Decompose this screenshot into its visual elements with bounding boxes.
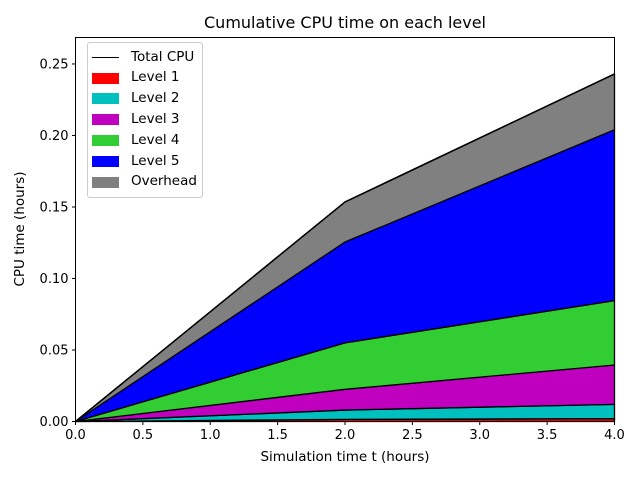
y-tick-label: 0.15: [40, 200, 69, 215]
legend-swatch-level-3: [92, 114, 119, 126]
y-tick-label: 0.00: [40, 415, 69, 430]
legend-label-level-5: Level 5: [131, 152, 180, 169]
y-tick-label: 0.20: [40, 129, 69, 144]
y-axis-label: CPU time (hours): [12, 171, 28, 287]
legend-label-level-1: Level 1: [131, 69, 180, 86]
legend-swatch-level-2: [92, 93, 119, 105]
y-tick-label: 0.05: [40, 343, 69, 358]
legend-entry-level-1: Level 1: [92, 68, 197, 89]
x-tick-label: 2.5: [402, 428, 423, 443]
legend-entry-level-4: Level 4: [92, 130, 197, 151]
y-tick-label: 0.10: [40, 272, 69, 287]
legend-label-level-4: Level 4: [131, 131, 180, 148]
x-tick-label: 1.5: [267, 428, 288, 443]
x-tick-label: 3.5: [537, 428, 558, 443]
legend-swatch-level-5: [92, 155, 119, 167]
chart-title: Cumulative CPU time on each level: [204, 13, 486, 32]
legend: Total CPU Level 1 Level 2 Level 3 Level 4 Lev…: [87, 42, 203, 198]
legend-entry-level-3: Level 3: [92, 109, 197, 130]
legend-label-level-3: Level 3: [131, 111, 180, 128]
x-tick-label: 3.0: [469, 428, 490, 443]
legend-swatch-overhead: [92, 176, 119, 188]
legend-swatch-level-4: [92, 135, 119, 147]
legend-line-sample-total-cpu: [92, 56, 119, 59]
x-tick-label: 1.0: [200, 428, 221, 443]
legend-entry-level-5: Level 5: [92, 151, 197, 172]
legend-entry-overhead: Overhead: [92, 172, 197, 193]
total-cpu-line: [75, 73, 615, 423]
x-tick-label: 0.5: [133, 428, 154, 443]
legend-label-level-2: Level 2: [131, 90, 180, 107]
x-tick-label: 2.0: [335, 428, 356, 443]
legend-label-total-cpu: Total CPU: [131, 48, 195, 65]
x-tick-label: 4.0: [604, 428, 625, 443]
legend-swatch-level-1: [92, 72, 119, 84]
x-axis-label: Simulation time t (hours): [260, 449, 430, 465]
legend-label-overhead: Overhead: [131, 173, 197, 190]
legend-entry-total-cpu: Total CPU: [92, 47, 197, 68]
x-tick-label: 0.0: [65, 428, 86, 443]
legend-entry-level-2: Level 2: [92, 89, 197, 110]
y-tick-label: 0.25: [40, 57, 69, 72]
